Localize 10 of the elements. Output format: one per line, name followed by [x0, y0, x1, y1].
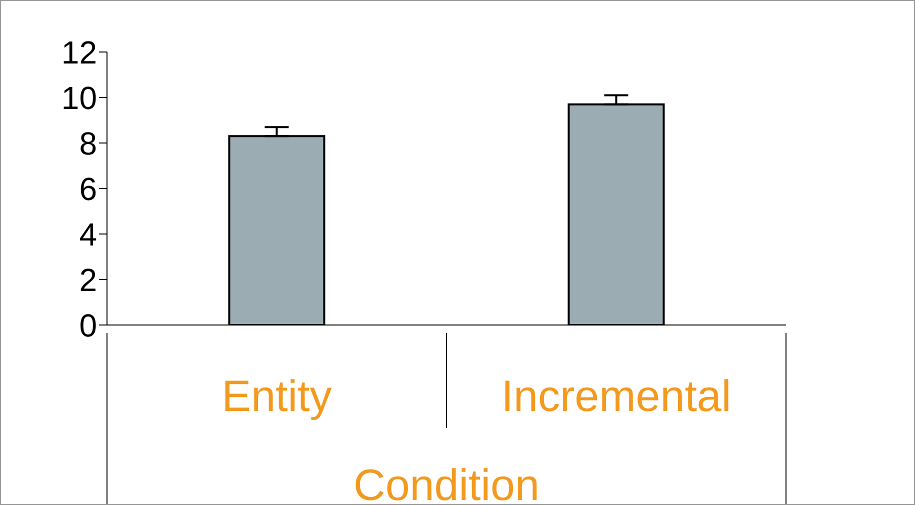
- y-tick-label: 2: [79, 262, 97, 298]
- y-tick-label: 4: [79, 216, 97, 252]
- x-axis-title: Condition: [354, 461, 540, 505]
- y-tick-label: 6: [79, 170, 97, 207]
- y-tick-label: 10: [61, 80, 97, 116]
- x-tick-label: Entity: [222, 372, 332, 421]
- y-tick-label: 12: [61, 34, 97, 70]
- x-tick-label: Incremental: [501, 372, 732, 421]
- y-tick-label: 0: [79, 307, 97, 344]
- y-tick-label: 8: [79, 125, 97, 162]
